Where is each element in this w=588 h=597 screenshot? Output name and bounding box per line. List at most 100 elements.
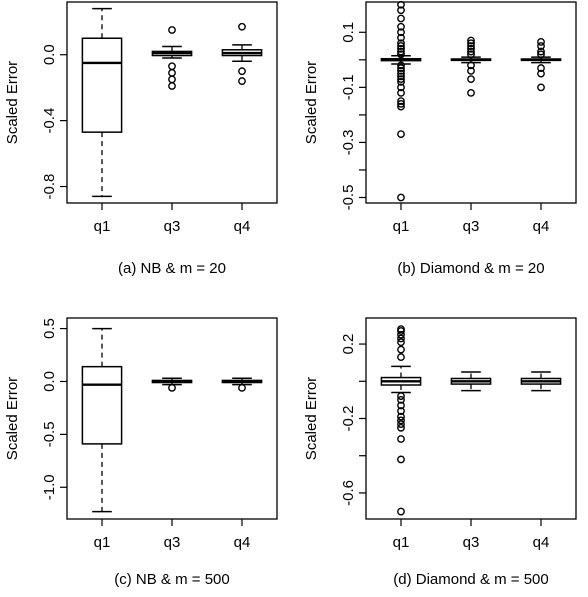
x-tick-label: q1 xyxy=(94,534,111,551)
outlier-point xyxy=(397,97,405,106)
box-q1 xyxy=(81,327,123,513)
outlier-point xyxy=(537,42,545,50)
y-axis-title: Scaled Error xyxy=(303,377,320,460)
outlier-point xyxy=(397,420,405,428)
y-tick-label: 0.0 xyxy=(41,44,58,65)
box-q3 xyxy=(450,371,492,392)
y-tick-label: 0.2 xyxy=(340,334,357,355)
outlier-point xyxy=(397,507,405,516)
box-q3 xyxy=(450,36,492,97)
outlier-point xyxy=(397,401,405,410)
outlier-point xyxy=(397,42,405,50)
outlier-point xyxy=(397,395,405,404)
outlier-point xyxy=(238,22,246,31)
box-body xyxy=(81,365,123,445)
y-tick-label: 0.5 xyxy=(41,318,58,339)
x-tick-label: q4 xyxy=(533,218,550,235)
box-q4 xyxy=(221,377,263,392)
outlier-point xyxy=(397,69,405,78)
outlier-point xyxy=(168,68,176,77)
outlier-point xyxy=(397,193,405,202)
outlier-point xyxy=(397,44,405,53)
outlier-point xyxy=(397,64,405,72)
outlier-point xyxy=(397,392,405,401)
outlier-point xyxy=(397,353,405,361)
outlier-point xyxy=(397,345,405,354)
y-tick-label: -0.1 xyxy=(340,74,357,100)
y-tick-label: 0.0 xyxy=(41,371,58,392)
outlier-point xyxy=(397,412,405,421)
box-q3 xyxy=(151,26,193,90)
outlier-point xyxy=(168,26,176,34)
outlier-point xyxy=(168,383,176,392)
outlier-point xyxy=(397,75,405,83)
x-tick-label: q4 xyxy=(234,534,251,551)
panel-4: -0.6 -0.2 0.2 q1 q3 q4 Scaled Error (d) Diamond… xyxy=(303,317,577,588)
x-tick-label: q3 xyxy=(164,534,181,551)
x-tick-label: q1 xyxy=(393,534,410,551)
x-tick-label: q4 xyxy=(234,218,251,235)
panel-3: -1.0 -0.5 0.0 0.5 q1 q3 q4 Scaled Error (c) NB &… xyxy=(4,317,278,588)
outlier-point xyxy=(397,83,405,92)
box-q3 xyxy=(151,377,193,392)
outlier-point xyxy=(397,14,405,23)
panel-1: -0.8 -0.4 0.0 q1 q3 q4 Scaled Error (a) NB & m … xyxy=(4,1,278,277)
outlier-point xyxy=(467,39,475,48)
outlier-point xyxy=(537,47,545,56)
outlier-point xyxy=(467,42,475,50)
box-body xyxy=(81,37,123,133)
outlier-point xyxy=(467,36,475,45)
outlier-point xyxy=(397,455,405,464)
y-axis-title: Scaled Error xyxy=(4,377,21,460)
box-q4 xyxy=(520,371,562,392)
y-tick-label: 0.1 xyxy=(340,22,357,43)
outlier-point xyxy=(397,334,405,343)
y-axis-title: Scaled Error xyxy=(303,61,320,144)
box-q1 xyxy=(81,7,123,198)
box-q1 xyxy=(380,325,422,516)
y-tick-label: -0.5 xyxy=(41,421,58,447)
y-tick-label: -0.6 xyxy=(340,480,357,506)
outlier-point xyxy=(397,416,405,425)
outlier-point xyxy=(397,66,405,75)
outlier-point xyxy=(397,39,405,48)
y-axis-title: Scaled Error xyxy=(4,61,21,144)
panel-caption: (d) Diamond & m = 500 xyxy=(393,571,549,588)
outlier-point xyxy=(537,64,545,72)
outlier-point xyxy=(168,62,176,71)
x-tick-label: q4 xyxy=(533,534,550,551)
outlier-point xyxy=(397,330,405,339)
outlier-point xyxy=(397,99,405,108)
box-q4 xyxy=(221,22,263,85)
y-tick-label: -0.5 xyxy=(340,185,357,211)
outlier-point xyxy=(537,50,545,59)
outlier-point xyxy=(397,33,405,42)
outlier-point xyxy=(397,47,405,56)
panel-caption: (b) Diamond & m = 20 xyxy=(397,260,544,277)
outlier-point xyxy=(467,88,475,97)
outlier-point xyxy=(397,88,405,97)
panel-caption: (a) NB & m = 20 xyxy=(118,260,226,277)
outlier-point xyxy=(537,69,545,78)
y-tick-label: -0.2 xyxy=(340,406,357,432)
outlier-point xyxy=(397,0,405,9)
outlier-point xyxy=(467,44,475,53)
outlier-point xyxy=(397,130,405,139)
outlier-point xyxy=(397,22,405,31)
x-tick-label: q1 xyxy=(393,218,410,235)
outlier-point xyxy=(238,383,246,392)
panel-2: -0.5 -0.3 -0.1 0.1 q1 q3 q4 Scaled Error (b) Dia… xyxy=(303,0,577,277)
outlier-point xyxy=(467,66,475,75)
x-tick-label: q3 xyxy=(463,218,480,235)
outlier-point xyxy=(537,83,545,92)
outlier-point xyxy=(397,50,405,59)
outlier-point xyxy=(467,47,475,56)
outlier-point xyxy=(537,38,545,46)
outlier-point xyxy=(397,327,405,335)
outlier-point xyxy=(238,77,246,85)
outlier-point xyxy=(397,407,405,415)
outlier-point xyxy=(168,75,176,84)
outlier-point xyxy=(168,82,176,90)
